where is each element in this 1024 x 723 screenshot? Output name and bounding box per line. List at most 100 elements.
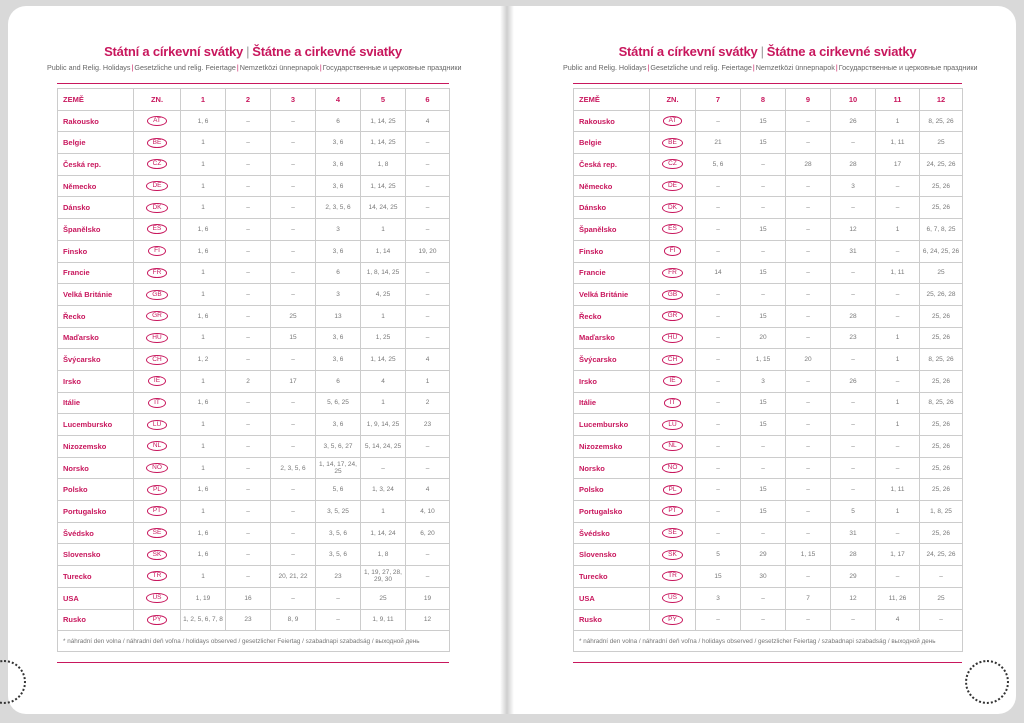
title-part: Štátne a cirkevné sviatky (766, 44, 917, 59)
holiday-dates: 1 (875, 413, 920, 436)
holiday-dates: – (270, 348, 316, 371)
code-cell: CZ (133, 153, 181, 176)
column-header: 5 (360, 88, 406, 111)
holiday-dates: 1, 14, 25 (360, 109, 406, 133)
country-name: Norsko (57, 456, 134, 480)
code-cell: IE (649, 369, 696, 393)
holiday-dates: 28 (830, 304, 876, 328)
holiday-dates: – (270, 196, 316, 220)
country-name: Velká Británie (57, 283, 134, 306)
holiday-dates: – (830, 413, 876, 436)
holiday-dates: – (270, 261, 316, 285)
holiday-dates: 1 (405, 369, 450, 393)
country-row: Belgie BE 1– –3, 6 1, 14, 25– (57, 131, 450, 155)
holiday-dates: 3, 6 (315, 348, 361, 371)
holiday-dates: – (405, 326, 450, 350)
country-row: Finsko FI 1, 6– –3, 6 1, 14 19, 20 (57, 239, 450, 263)
column-header: 3 (270, 88, 316, 111)
holiday-dates: – (875, 174, 920, 198)
code-cell: PT (649, 500, 696, 523)
holiday-dates: 1, 2, 5, 6, 7, 8 (180, 608, 226, 632)
separator: | (835, 63, 838, 72)
holiday-dates: 3 (830, 174, 876, 198)
holiday-dates: – (695, 174, 741, 198)
holiday-dates: – (919, 608, 963, 632)
holiday-dates: 4 (875, 608, 920, 632)
code-cell: NL (649, 435, 696, 458)
holiday-dates: 6 (315, 369, 361, 393)
country-row: Irsko IE 1 2 17 6 4 1 (57, 369, 450, 393)
holiday-dates: – (225, 196, 271, 220)
country-name: Itálie (573, 391, 650, 415)
code-cell: HU (649, 326, 696, 350)
code-cell: PT (133, 500, 181, 523)
holiday-dates: 3, 5, 25 (315, 500, 361, 523)
holiday-dates: 20, 21, 22 (270, 565, 316, 588)
holiday-dates: – (830, 131, 876, 155)
code-cell: CZ (649, 153, 696, 176)
holiday-dates: 15 (740, 261, 786, 285)
country-code: BE (662, 137, 683, 148)
country-code: HU (661, 332, 684, 343)
holiday-dates: – (695, 218, 741, 241)
holiday-dates: 1, 14, 17, 24, 25 (315, 456, 361, 480)
country-name: Nizozemsko (573, 435, 650, 458)
separator: | (647, 63, 650, 72)
holiday-dates: 5, 6, 25 (315, 391, 361, 415)
country-row: Španělsko ES 1, 6– –3 1– (57, 218, 450, 241)
country-code: IT (663, 397, 682, 408)
holiday-dates: 4 (405, 109, 450, 133)
holiday-dates: – (830, 435, 876, 458)
holiday-dates: 1, 6 (180, 478, 226, 502)
country-name: Irsko (57, 369, 134, 393)
holiday-dates: 7 (785, 586, 831, 610)
holiday-dates: 1 (875, 326, 920, 350)
holiday-dates: – (225, 326, 271, 350)
country-row: Švédsko SE – – –31–25, 26 (573, 521, 963, 545)
holiday-dates: – (405, 196, 450, 220)
holiday-dates: 1 (180, 261, 226, 285)
country-code: US (146, 593, 168, 604)
holiday-dates: 17 (270, 369, 316, 393)
country-name: Švédsko (57, 521, 134, 545)
holiday-dates: – (270, 218, 316, 241)
country-row: Rusko PY – – – –4– (573, 608, 963, 632)
country-code: GR (661, 311, 684, 322)
holiday-dates: 6, 24, 25, 26 (919, 239, 963, 263)
holiday-dates: 24, 25, 26 (919, 543, 963, 567)
holiday-dates: – (875, 456, 920, 480)
country-name: Lucembursko (57, 413, 134, 436)
subtitle-part: Public and Relig. Holidays (563, 63, 647, 72)
column-header: 6 (405, 88, 450, 111)
holiday-dates: 25 (270, 304, 316, 328)
holiday-dates: – (225, 348, 271, 371)
country-code: LU (146, 419, 168, 430)
separator: | (246, 44, 250, 59)
column-header: 9 (785, 88, 831, 111)
country-row: Itálie IT –15– –1 8, 25, 26 (573, 391, 963, 415)
holiday-dates: – (875, 565, 920, 588)
country-name: Španělsko (573, 218, 650, 241)
holiday-dates: 4 (360, 369, 406, 393)
country-code: PL (662, 484, 683, 495)
country-code: GB (661, 289, 684, 300)
footnote-row: * náhradní den volna / náhradní deň voľn… (57, 630, 450, 653)
holiday-dates: – (785, 391, 831, 415)
holiday-dates: 1 (180, 326, 226, 350)
holiday-dates: 1, 8 (360, 543, 406, 567)
holiday-dates: 25, 26 (919, 196, 963, 220)
holiday-dates: – (315, 608, 361, 632)
holiday-dates: 1 (875, 109, 920, 133)
holiday-dates: 1, 6 (180, 304, 226, 328)
country-row: Portugalsko PT 1– –3, 5, 25 1 4, 10 (57, 500, 450, 523)
holiday-dates: 15 (740, 413, 786, 436)
holiday-dates: 1, 14, 25 (360, 348, 406, 371)
holiday-dates: – (225, 261, 271, 285)
country-name: Francie (57, 261, 134, 285)
holiday-dates: – (225, 304, 271, 328)
holiday-dates: 25, 26 (919, 478, 963, 502)
country-code: IE (663, 376, 682, 387)
holiday-dates: 1, 19 (180, 586, 226, 610)
holiday-dates: – (785, 608, 831, 632)
country-name: Finsko (573, 239, 650, 263)
